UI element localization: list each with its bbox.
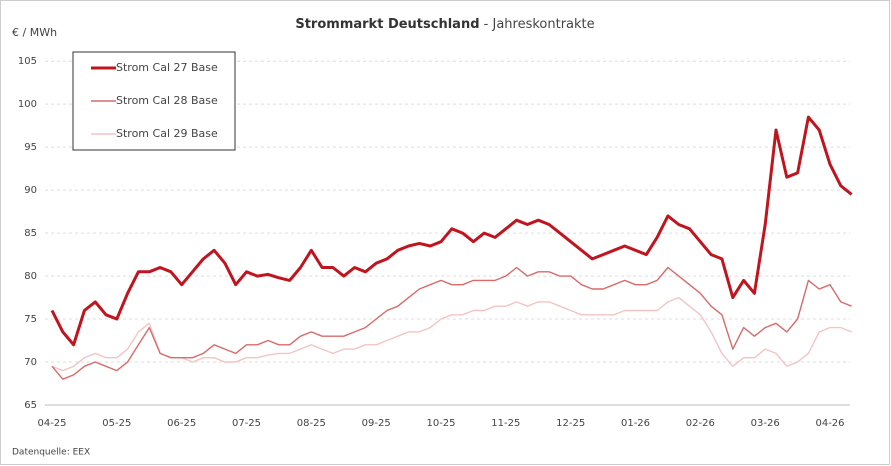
- chart-title: Strommarkt Deutschland - Jahreskontrakte: [295, 17, 594, 32]
- y-tick-label: 85: [24, 228, 37, 239]
- x-tick-label: 03-26: [751, 418, 780, 429]
- legend-label: Strom Cal 29 Base: [116, 127, 218, 140]
- x-tick-label: 10-25: [426, 418, 455, 429]
- y-tick-label: 105: [18, 56, 37, 67]
- x-tick-label: 01-26: [621, 418, 650, 429]
- legend-label: Strom Cal 28 Base: [116, 94, 218, 107]
- x-tick-label: 04-26: [815, 418, 844, 429]
- series-line: [50, 115, 853, 347]
- legend-label: Strom Cal 27 Base: [116, 61, 218, 74]
- x-tick-label: 05-25: [102, 418, 131, 429]
- y-tick-label: 95: [24, 142, 37, 153]
- x-tick-label: 07-25: [232, 418, 261, 429]
- x-tick-label: 02-26: [686, 418, 715, 429]
- y-tick-label: 90: [24, 185, 37, 196]
- y-tick-label: 100: [18, 99, 37, 110]
- y-tick-label: 70: [24, 357, 37, 368]
- source: Datenquelle: EEX: [12, 448, 90, 458]
- x-tick-label: 12-25: [556, 418, 585, 429]
- x-tick-label: 08-25: [297, 418, 326, 429]
- y-axis-label: € / MWh: [12, 26, 57, 39]
- y-tick-label: 80: [24, 271, 37, 282]
- y-tick-label: 75: [24, 314, 37, 325]
- x-tick-label: 04-25: [37, 418, 66, 429]
- series-line: [51, 266, 852, 380]
- x-tick-label: 09-25: [362, 418, 391, 429]
- y-tick-label: 65: [24, 400, 37, 411]
- x-tick-label: 06-25: [167, 418, 196, 429]
- subtitle: - Jahreskontrakte: [484, 17, 595, 32]
- x-tick-label: 11-25: [491, 418, 520, 429]
- title: Strommarkt Deutschland: [295, 17, 479, 32]
- series-line: [51, 296, 852, 372]
